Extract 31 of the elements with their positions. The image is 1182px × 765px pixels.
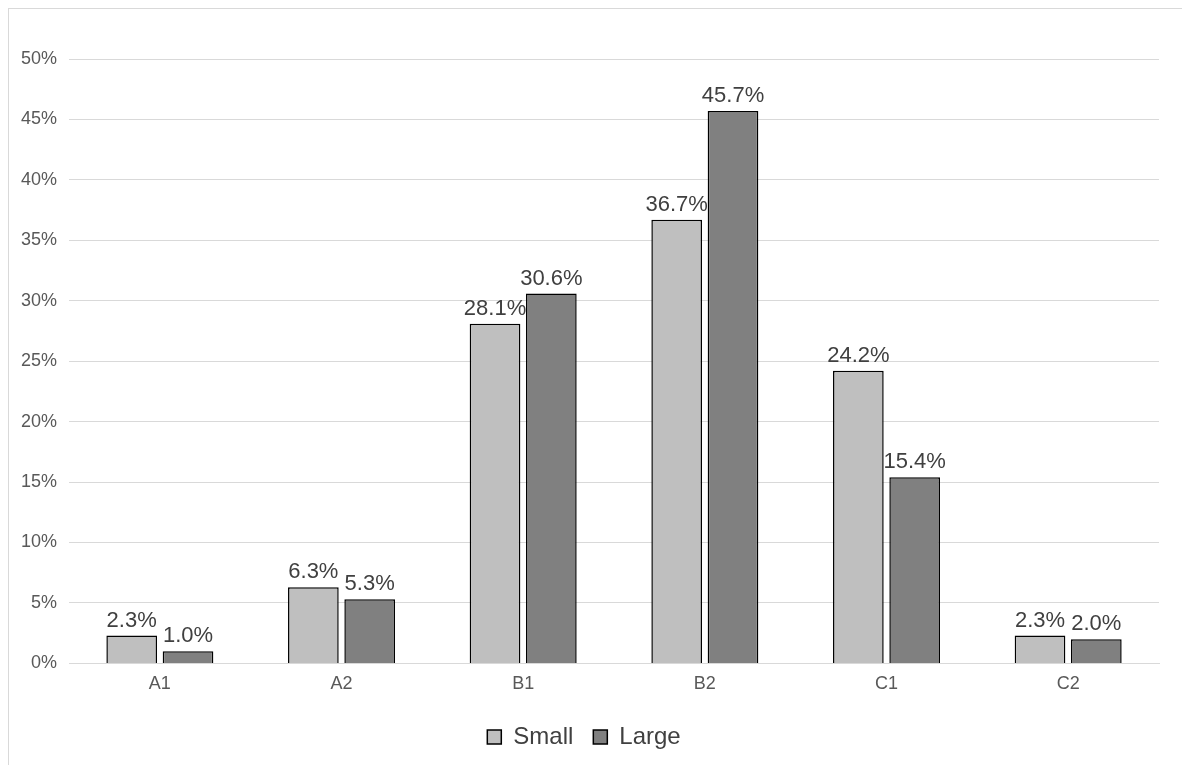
y-tick-label: 35% xyxy=(21,229,58,250)
data-label: 5.3% xyxy=(344,570,395,596)
x-tick-label: B2 xyxy=(693,673,716,694)
data-label: 36.7% xyxy=(645,190,708,216)
x-tick-label: A1 xyxy=(148,673,171,694)
y-tick-label: 10% xyxy=(21,531,58,552)
data-label: 2.3% xyxy=(106,606,157,632)
legend-label: Small xyxy=(513,721,574,749)
y-tick-label: 20% xyxy=(21,410,58,431)
data-label: 28.1% xyxy=(463,294,527,320)
data-label: 1.0% xyxy=(162,622,214,648)
x-tick-label: C1 xyxy=(875,673,899,694)
data-label: 15.4% xyxy=(883,448,946,474)
data-label: 30.6% xyxy=(520,264,583,290)
legend-label: Large xyxy=(619,721,681,749)
data-label: 6.3% xyxy=(288,558,339,584)
x-tick-label: B1 xyxy=(512,673,535,694)
y-tick-label: 5% xyxy=(31,591,58,612)
y-tick-label: 30% xyxy=(21,289,58,310)
y-tick-label: 0% xyxy=(31,652,58,673)
data-label: 2.0% xyxy=(1071,610,1122,636)
y-tick-label: 45% xyxy=(21,108,58,129)
y-tick-label: 40% xyxy=(21,168,58,189)
x-tick-label: A2 xyxy=(330,673,353,694)
data-label: 45.7% xyxy=(701,82,765,108)
data-label: 24.2% xyxy=(827,341,890,367)
y-tick-label: 25% xyxy=(21,350,58,371)
y-tick-label: 50% xyxy=(21,47,58,68)
data-label: 2.3% xyxy=(1014,606,1066,632)
y-tick-label: 15% xyxy=(21,471,58,492)
x-tick-label: C2 xyxy=(1056,673,1080,694)
